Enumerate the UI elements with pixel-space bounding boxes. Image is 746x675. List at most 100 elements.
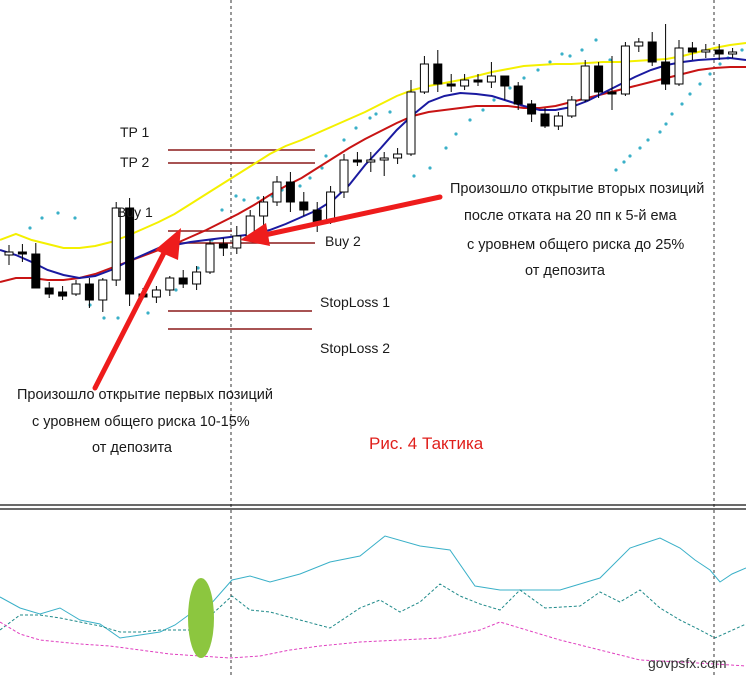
- psar-dot: [308, 176, 312, 180]
- psar-dot: [468, 118, 472, 122]
- candle: [419, 56, 429, 94]
- psar-dot: [548, 60, 552, 64]
- psar-dot: [454, 132, 458, 136]
- candle: [674, 40, 684, 86]
- second-position-note-line4: от депозита: [525, 263, 606, 279]
- figure-title: Рис. 4 Тактика: [369, 434, 484, 453]
- signal-highlight-ellipse: [188, 578, 214, 658]
- psar-dot: [680, 102, 684, 106]
- candle: [473, 74, 483, 86]
- candle: [205, 240, 215, 274]
- level-label-buy1: Buy 1: [117, 204, 153, 220]
- psar-dot: [73, 216, 77, 220]
- candle: [714, 44, 724, 60]
- psar-dot: [324, 154, 328, 158]
- second-position-note-line3: с уровнем общего риска до 25%: [467, 237, 684, 253]
- level-label-stoploss2: StopLoss 2: [320, 340, 390, 356]
- psar-dot: [580, 48, 584, 52]
- second-position-note-line1: Произошло открытие вторых позиций: [450, 181, 704, 197]
- candle: [44, 282, 54, 298]
- first-position-note-line3: от депозита: [92, 440, 173, 456]
- psar-dot: [28, 226, 32, 230]
- candle: [178, 270, 188, 288]
- psar-dot: [481, 108, 485, 112]
- candle: [71, 280, 81, 296]
- candle: [406, 80, 416, 156]
- psar-dot: [658, 130, 662, 134]
- psar-dot: [116, 316, 120, 320]
- candle: [84, 278, 94, 308]
- candle: [232, 226, 242, 254]
- level-label-tp2: TP 2: [120, 154, 150, 170]
- candle: [594, 62, 604, 98]
- psar-dot: [320, 166, 324, 170]
- candle: [339, 154, 349, 198]
- candle: [513, 82, 523, 110]
- psar-dot: [568, 54, 572, 58]
- candle: [366, 152, 376, 172]
- psar-dot: [88, 303, 92, 307]
- candle: [151, 286, 161, 303]
- candle: [728, 48, 738, 58]
- psar-dot: [560, 52, 564, 56]
- level-label-stoploss1: StopLoss 1: [320, 294, 390, 310]
- candle: [17, 244, 27, 262]
- psar-dot: [628, 154, 632, 158]
- candles: [4, 24, 738, 312]
- oscillator-signal-line: [0, 583, 746, 639]
- psar-dot: [536, 68, 540, 72]
- candle: [661, 24, 671, 90]
- psar-dot: [196, 266, 200, 270]
- candle: [31, 243, 41, 289]
- psar-dot: [740, 48, 744, 52]
- level-label-buy2: Buy 2: [325, 233, 361, 249]
- candle: [527, 100, 537, 122]
- candle: [553, 112, 563, 130]
- psar-dot: [670, 112, 674, 116]
- candle: [111, 202, 121, 286]
- second-position-note-line2: после отката на 20 пп к 5-й ема: [464, 208, 678, 224]
- psar-dot: [444, 146, 448, 150]
- candle: [352, 152, 362, 166]
- first-position-note-line1: Произошло открытие первых позиций: [17, 387, 273, 403]
- psar-dot: [492, 98, 496, 102]
- trade-level-lines: [168, 149, 315, 330]
- candle: [165, 276, 175, 296]
- psar-dot: [646, 138, 650, 142]
- psar-dot: [594, 38, 598, 42]
- candle: [272, 176, 282, 206]
- psar-dot: [508, 86, 512, 90]
- psar-dot: [698, 82, 702, 86]
- psar-dot: [146, 311, 150, 315]
- candle: [687, 42, 697, 60]
- candle: [540, 108, 550, 128]
- psar-dot: [608, 58, 612, 62]
- candle: [299, 192, 309, 216]
- psar-dot: [638, 146, 642, 150]
- candle: [259, 196, 269, 226]
- psar-dot: [56, 211, 60, 215]
- candle: [379, 152, 389, 176]
- candle: [433, 50, 443, 92]
- candle: [620, 42, 630, 96]
- psar-dot: [234, 194, 238, 198]
- psar-dot: [688, 92, 692, 96]
- candle: [580, 60, 590, 102]
- candle: [446, 74, 456, 92]
- psar-dot: [664, 122, 668, 126]
- psar-dot: [242, 198, 246, 202]
- candle: [500, 75, 510, 100]
- psar-dot: [708, 72, 712, 76]
- candle: [701, 44, 711, 58]
- candle: [192, 266, 202, 290]
- psar-dot: [522, 76, 526, 80]
- candle: [98, 278, 108, 312]
- entry-arrow-first: [92, 228, 181, 391]
- candle: [607, 56, 617, 110]
- oscillator-panel: [0, 535, 746, 667]
- candle: [4, 245, 14, 265]
- first-position-note-line2: с уровнем общего риска 10-15%: [32, 414, 250, 430]
- psar-dot: [256, 196, 260, 200]
- psar-dot: [298, 184, 302, 188]
